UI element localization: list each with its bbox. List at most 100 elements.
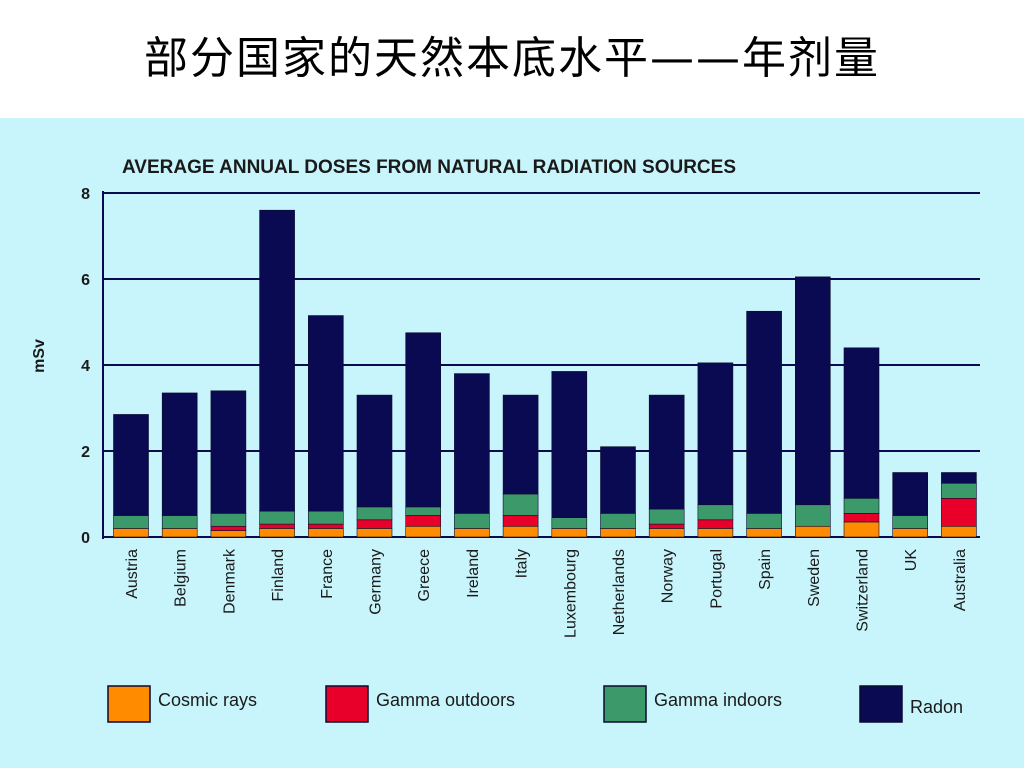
bar-segment-radon [356, 394, 393, 508]
bar-segment-gamma_outdoors [307, 523, 344, 529]
bar-segment-gamma_indoors [648, 508, 685, 525]
bar-segment-gamma_outdoors [843, 513, 880, 523]
bar-segment-radon [210, 390, 247, 514]
x-category-label: Belgium [173, 549, 190, 607]
y-tick-label: 4 [81, 358, 90, 375]
bar-segment-radon [794, 276, 831, 506]
x-category-label: Italy [514, 549, 531, 578]
bar-segment-gamma_indoors [307, 510, 344, 525]
x-category-label: Portugal [708, 549, 725, 609]
bar-segment-gamma_outdoors [259, 523, 295, 529]
bar-segment-radon [746, 310, 782, 514]
bar-segment-radon [648, 394, 685, 510]
x-category-label: Sweden [806, 549, 823, 607]
legend-swatch-radon [859, 685, 903, 723]
bar-segment-cosmic [794, 525, 831, 538]
bar-segment-cosmic [259, 528, 295, 538]
bar-segment-gamma_indoors [356, 506, 393, 521]
bar-segment-gamma_outdoors [210, 525, 247, 531]
x-category-label: Luxembourg [562, 549, 579, 638]
bar-segment-cosmic [551, 528, 588, 538]
bar-segment-radon [941, 472, 977, 484]
legend-swatch-cosmic [107, 685, 151, 723]
bar-segment-cosmic [161, 528, 198, 538]
x-category-label: Germany [368, 549, 385, 615]
bar-segment-radon [892, 472, 929, 516]
legend-swatch-gamma_outdoors [325, 685, 369, 723]
bar-segment-gamma_indoors [454, 513, 490, 529]
x-category-label: Ireland [465, 549, 482, 598]
bar-segment-gamma_outdoors [697, 519, 734, 529]
legend-label: Gamma indoors [654, 690, 782, 710]
y-tick-label: 8 [81, 186, 90, 203]
x-category-label: Australia [952, 549, 969, 611]
bar-segment-gamma_indoors [843, 497, 880, 514]
bar-segment-gamma_indoors [746, 513, 782, 529]
bar-segment-radon [551, 371, 588, 518]
bar-segment-radon [843, 347, 880, 499]
bar-segment-cosmic [356, 528, 393, 538]
slide-title: 部分国家的天然本底水平——年剂量 [144, 33, 880, 84]
bar-segment-cosmic [746, 528, 782, 538]
legend: Cosmic rays Gamma outdoors Gamma indoors Ra… [107, 685, 963, 723]
y-tick-label: 0 [81, 530, 90, 547]
bar-segment-gamma_indoors [259, 510, 295, 525]
x-category-label: Greece [416, 549, 433, 602]
axis-layer: 0 2 4 6 8 Austria Belgium Denmark Finland France G… [81, 186, 969, 638]
y-tick-label: 2 [81, 444, 90, 461]
bar-segment-radon [113, 414, 149, 516]
bar-segment-gamma_indoors [405, 506, 442, 516]
legend-swatch-gamma_indoors [603, 685, 647, 723]
x-category-label: Spain [757, 549, 774, 590]
bar-segment-cosmic [405, 525, 442, 538]
bar-segment-gamma_indoors [941, 482, 977, 499]
bar-segment-gamma_outdoors [405, 515, 442, 527]
bars-layer [113, 209, 977, 538]
legend-label: Cosmic rays [158, 690, 257, 710]
bar-segment-cosmic [454, 528, 490, 538]
legend-label: Radon [910, 697, 963, 717]
x-category-label: France [319, 549, 336, 599]
bar-segment-gamma_indoors [794, 504, 831, 527]
bar-segment-gamma_indoors [892, 515, 929, 529]
x-category-label: Denmark [221, 548, 238, 614]
bar-segment-cosmic [113, 528, 149, 538]
stacked-bar-chart: AVERAGE ANNUAL DOSES FROM NATURAL RADIAT… [31, 157, 980, 723]
bar-segment-gamma_indoors [697, 504, 734, 521]
x-category-label: Netherlands [611, 549, 628, 635]
bar-segment-cosmic [307, 528, 344, 538]
bar-segment-cosmic [600, 528, 636, 538]
bar-segment-radon [259, 209, 295, 512]
bar-segment-radon [502, 394, 539, 495]
bar-segment-radon [161, 392, 198, 516]
bar-segment-cosmic [892, 528, 929, 538]
bar-segment-cosmic [697, 528, 734, 538]
chart-title: AVERAGE ANNUAL DOSES FROM NATURAL RADIAT… [122, 157, 736, 178]
bar-segment-radon [454, 373, 490, 514]
bar-segment-gamma_outdoors [502, 515, 539, 527]
bar-segment-gamma_indoors [551, 517, 588, 529]
bar-segment-gamma_outdoors [648, 523, 685, 529]
y-axis-label: mSv [31, 339, 48, 373]
x-category-label: Switzerland [855, 549, 872, 632]
bar-segment-gamma_indoors [113, 515, 149, 529]
x-category-label: UK [903, 549, 920, 572]
bar-segment-radon [307, 315, 344, 512]
bar-segment-gamma_outdoors [356, 519, 393, 529]
bar-segment-cosmic [941, 525, 977, 538]
bar-segment-radon [600, 446, 636, 514]
legend-label: Gamma outdoors [376, 690, 515, 710]
bar-segment-gamma_outdoors [941, 497, 977, 527]
bar-segment-radon [405, 332, 442, 508]
bar-segment-cosmic [502, 525, 539, 538]
bar-segment-cosmic [843, 521, 880, 538]
x-category-label: Norway [660, 549, 677, 603]
x-category-label: Austria [124, 549, 141, 599]
bar-segment-radon [697, 362, 734, 506]
bar-segment-gamma_indoors [210, 513, 247, 527]
bar-segment-cosmic [210, 530, 247, 538]
y-tick-label: 6 [81, 272, 90, 289]
bar-segment-gamma_indoors [502, 493, 539, 516]
x-category-label: Finland [270, 549, 287, 601]
grid-layer [103, 192, 980, 538]
